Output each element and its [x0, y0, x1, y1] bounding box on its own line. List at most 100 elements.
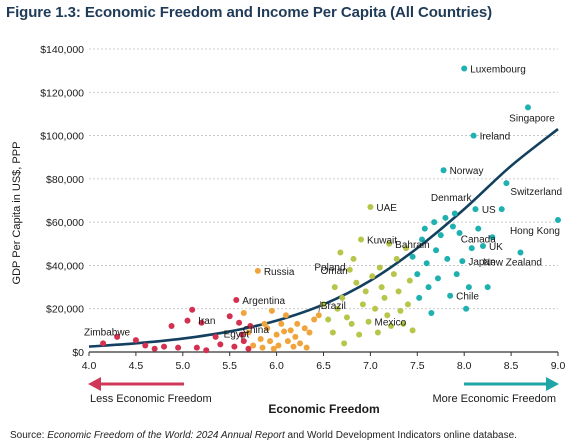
- data-point: [378, 284, 385, 291]
- country-label: Ireland: [480, 132, 511, 143]
- x-axis-label: Economic Freedom: [268, 402, 379, 416]
- data-point: [337, 249, 344, 256]
- x-tick-label: 6.5: [316, 360, 331, 372]
- data-point: [479, 242, 486, 249]
- data-point: [444, 255, 451, 262]
- data-point: [374, 329, 381, 336]
- data-point: [184, 317, 191, 324]
- data-point: [498, 206, 505, 213]
- data-point: [358, 236, 365, 243]
- data-point: [403, 245, 410, 252]
- data-point: [226, 313, 233, 320]
- data-point: [245, 329, 252, 336]
- data-point: [250, 342, 257, 349]
- country-label: Iran: [198, 316, 215, 327]
- data-point: [348, 320, 355, 327]
- y-tick-label: $40,000: [46, 260, 84, 272]
- data-point: [386, 240, 393, 247]
- x-tick-label: 4.0: [82, 360, 97, 372]
- data-point: [114, 333, 121, 340]
- data-point: [334, 305, 341, 312]
- data-point: [292, 333, 299, 340]
- data-points: [100, 65, 561, 354]
- data-point: [453, 271, 460, 278]
- data-point: [362, 288, 369, 295]
- data-point: [421, 225, 428, 232]
- data-point: [359, 301, 366, 308]
- data-point: [414, 271, 421, 278]
- data-point: [320, 301, 327, 308]
- data-point: [472, 206, 479, 213]
- data-point: [189, 306, 196, 313]
- data-point: [275, 342, 282, 349]
- less-freedom-arrow: Less Economic Freedom: [88, 377, 212, 405]
- data-point: [301, 325, 308, 332]
- source-title: Economic Freedom of the World: 2024 Annu…: [47, 430, 285, 441]
- data-point: [463, 305, 470, 312]
- data-point: [278, 320, 285, 327]
- data-point: [306, 329, 313, 336]
- data-point: [217, 341, 224, 348]
- data-point: [434, 275, 441, 282]
- data-point: [303, 344, 310, 351]
- y-tick-label: $140,000: [40, 44, 84, 56]
- y-tick-label: $80,000: [46, 174, 84, 186]
- y-axis-label: GDP Per Capita in US$, PPP: [11, 142, 23, 285]
- data-point: [409, 253, 416, 260]
- country-label: Poland: [314, 262, 345, 273]
- data-point: [175, 344, 182, 351]
- more-freedom-arrow-head: [546, 377, 559, 391]
- x-tick-label: 7.0: [363, 360, 378, 372]
- data-point: [406, 277, 413, 284]
- data-point: [372, 305, 379, 312]
- data-point: [395, 288, 402, 295]
- country-label: Chile: [456, 292, 479, 303]
- country-label: Hong Kong: [510, 226, 560, 237]
- data-point: [456, 229, 463, 236]
- data-point: [461, 65, 468, 72]
- x-tick-label: 8.5: [504, 360, 519, 372]
- data-point: [470, 132, 477, 139]
- data-point: [240, 310, 247, 317]
- data-point: [400, 320, 407, 327]
- data-point: [356, 331, 363, 338]
- data-point: [240, 338, 247, 345]
- data-point: [268, 307, 275, 314]
- data-point: [381, 294, 388, 301]
- data-point: [212, 333, 219, 340]
- data-point: [384, 312, 391, 319]
- data-point: [284, 338, 291, 345]
- data-point: [238, 331, 245, 338]
- x-tick-label: 4.5: [129, 360, 144, 372]
- country-label: Brazil: [321, 301, 346, 312]
- country-label: US: [482, 205, 496, 216]
- data-point: [282, 312, 289, 319]
- data-point: [245, 345, 252, 352]
- data-point: [132, 337, 139, 344]
- data-point: [489, 234, 496, 241]
- data-point: [423, 260, 430, 267]
- more-freedom-arrow: More Economic Freedom: [433, 377, 559, 405]
- y-tick-label: $20,000: [46, 304, 84, 316]
- data-point: [431, 219, 438, 226]
- country-label: Luxembourg: [470, 64, 526, 75]
- country-label: Argentina: [242, 296, 285, 307]
- country-label: China: [243, 325, 270, 336]
- x-tick-label: 5.0: [175, 360, 190, 372]
- data-point: [376, 264, 383, 271]
- data-point: [451, 210, 458, 217]
- less-freedom-arrow-head: [88, 377, 101, 391]
- data-point: [339, 294, 346, 301]
- data-point: [388, 323, 395, 330]
- data-point: [425, 284, 432, 291]
- source-prefix: Source:: [10, 430, 48, 441]
- data-point: [236, 319, 243, 326]
- source-note: Source: Economic Freedom of the World: 2…: [10, 430, 517, 441]
- country-label: Russia: [264, 267, 295, 278]
- x-tick-label: 5.5: [222, 360, 237, 372]
- data-point: [270, 345, 277, 352]
- data-point: [433, 247, 440, 254]
- data-point: [404, 301, 411, 308]
- data-point: [468, 245, 475, 252]
- data-point: [325, 316, 332, 323]
